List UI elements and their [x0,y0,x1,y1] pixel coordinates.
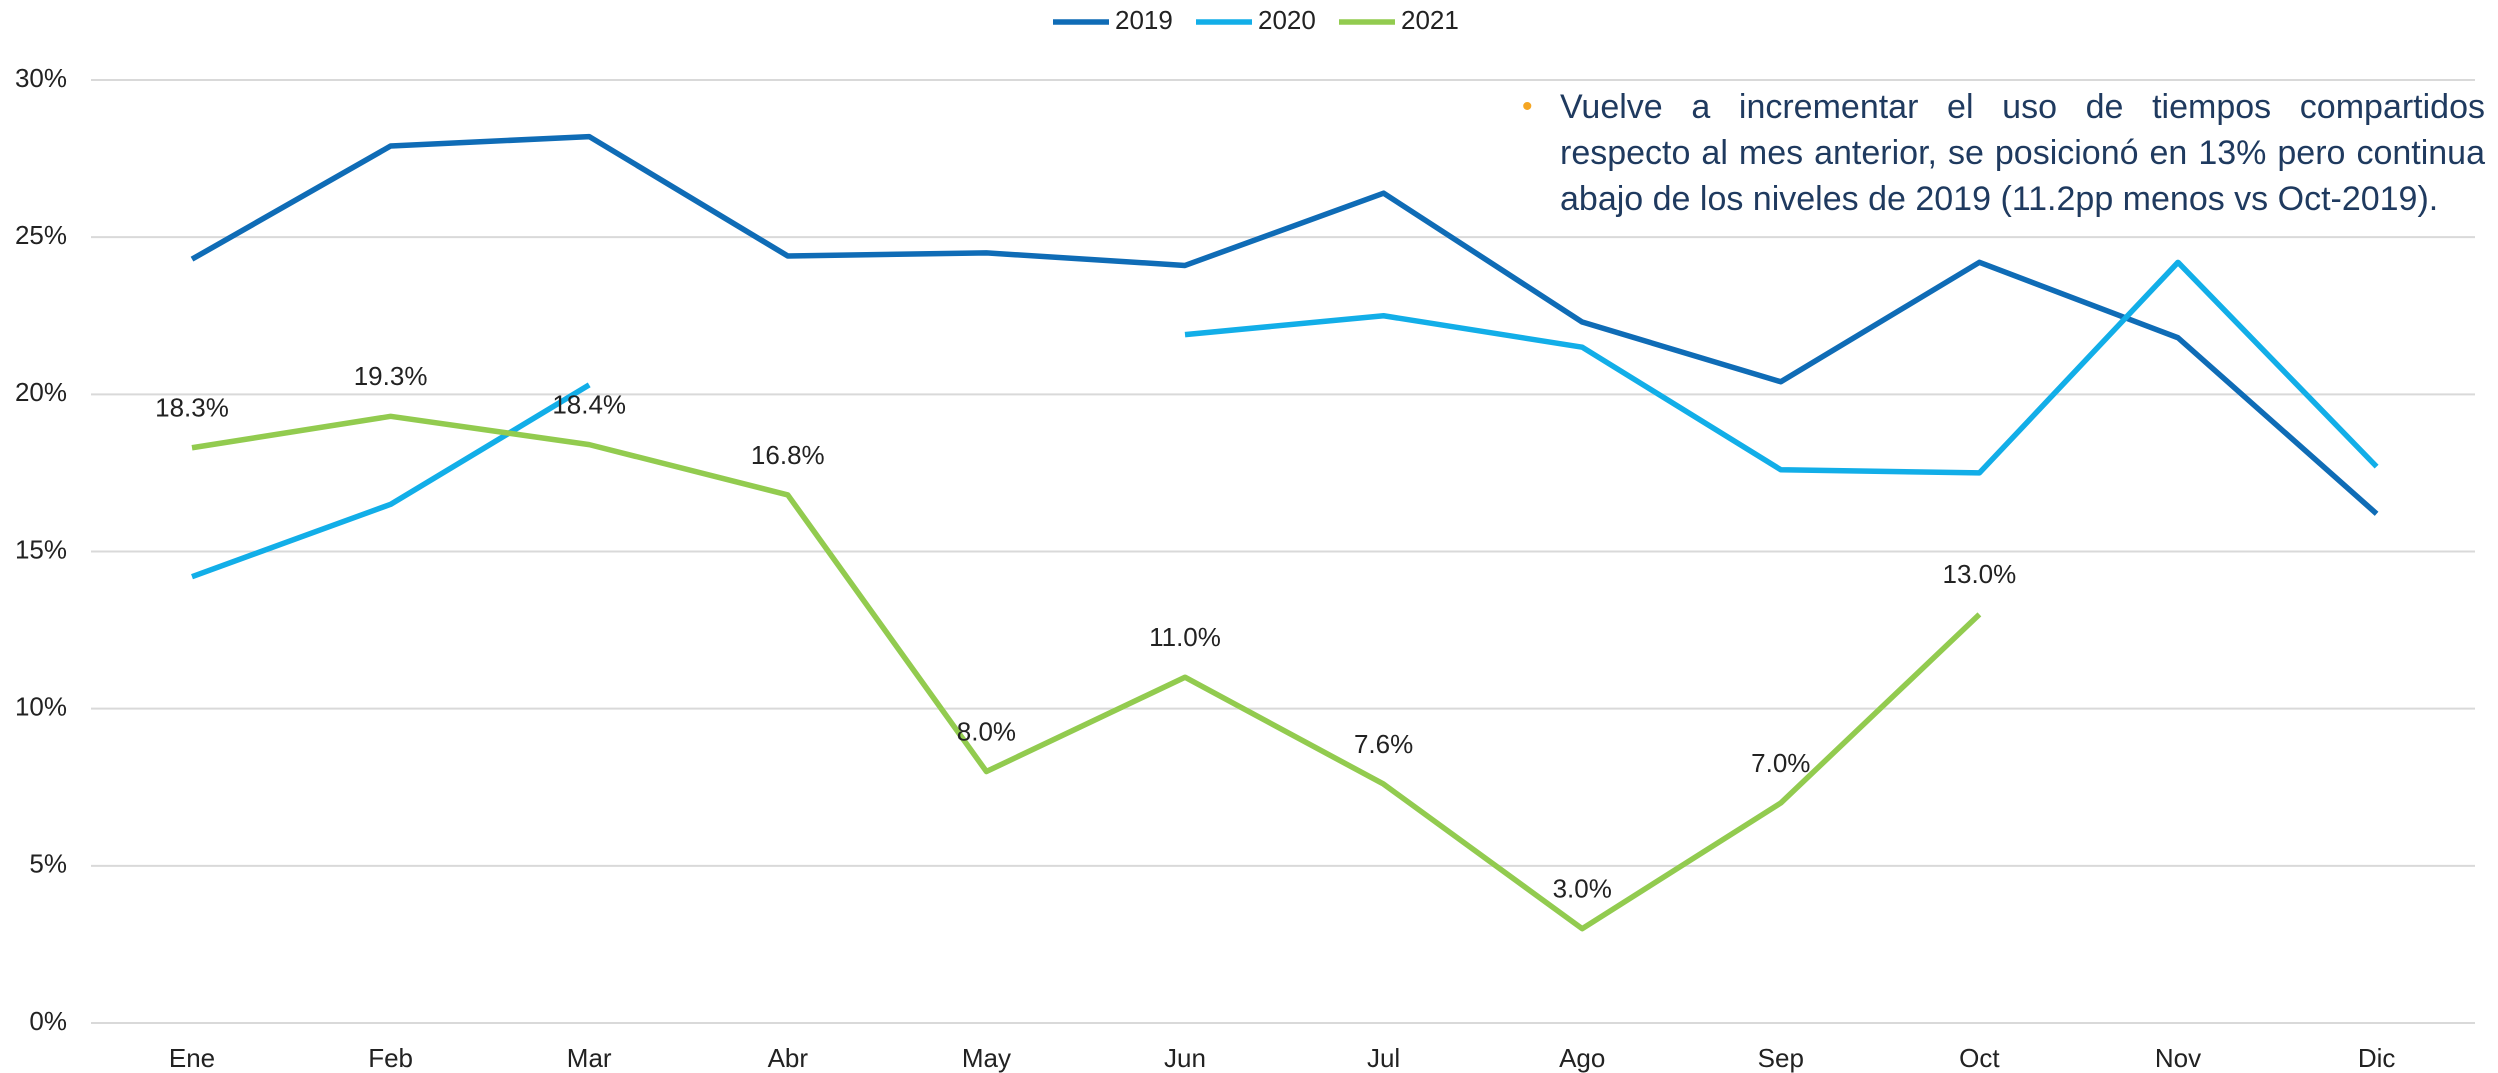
x-tick-label: Abr [768,1043,809,1073]
y-tick-label: 30% [15,63,67,93]
data-label: 19.3% [354,361,428,391]
y-tick-label: 10% [15,692,67,722]
series-line [1184,259,2379,476]
y-tick-label: 15% [15,534,67,564]
data-label: 3.0% [1553,874,1612,904]
x-tick-label: Nov [2155,1043,2201,1073]
data-label: 7.0% [1751,748,1810,778]
y-tick-label: 0% [29,1006,67,1036]
data-label: 18.3% [155,393,229,423]
legend-label: 2021 [1401,5,1459,35]
y-tick-label: 20% [15,377,67,407]
data-label: 16.8% [751,440,825,470]
data-label: 13.0% [1943,559,2017,589]
annotation: Vuelve a incrementar el uso de tiempos c… [1560,88,2485,218]
x-tick-label: Oct [1959,1043,2000,1073]
series-line [190,133,2379,516]
data-label: 11.0% [1149,622,1221,652]
bullet: • [1522,90,1533,123]
series-line [191,413,1982,932]
x-tick-label: Ene [169,1043,215,1073]
x-tick-label: Feb [368,1043,413,1073]
x-tick-label: Sep [1758,1043,1804,1073]
data-label: 7.6% [1354,729,1413,759]
y-tick-label: 5% [29,849,67,879]
x-tick-label: Ago [1559,1043,1605,1073]
legend-label: 2019 [1115,5,1173,35]
legend-label: 2020 [1258,5,1316,35]
x-tick-label: May [962,1043,1011,1073]
data-label: 18.4% [552,390,626,420]
y-tick-label: 25% [15,220,67,250]
x-tick-label: Jul [1367,1043,1400,1073]
data-label: 8.0% [957,716,1016,746]
x-tick-label: Mar [567,1043,612,1073]
x-tick-label: Dic [2358,1043,2396,1073]
x-tick-label: Jun [1164,1043,1206,1073]
series-line [191,382,591,580]
